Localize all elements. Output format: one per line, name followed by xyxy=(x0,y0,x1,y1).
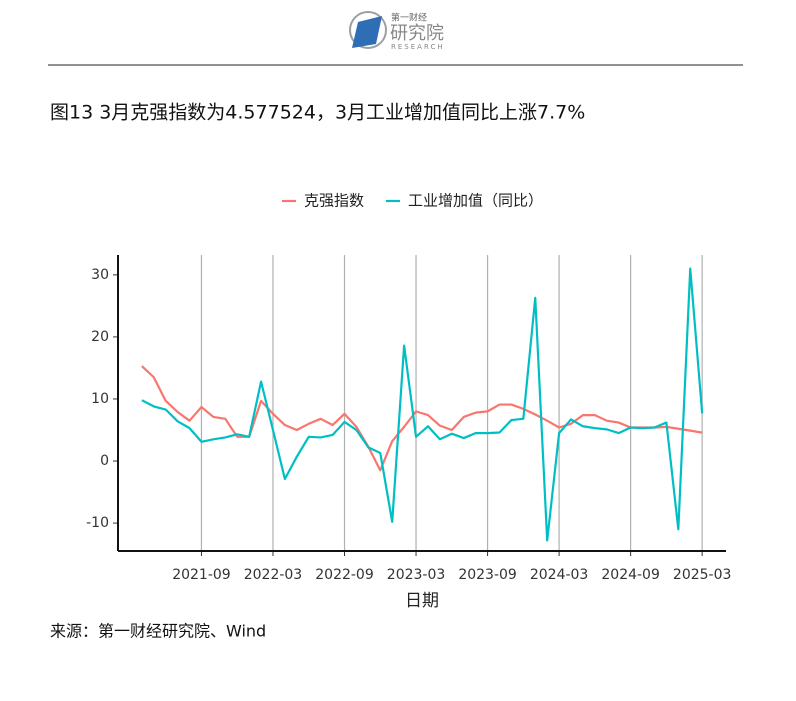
logo-top: 第一财经 xyxy=(391,12,427,24)
x-tick-label: 2023-09 xyxy=(458,567,517,583)
y-tick-label: 20 xyxy=(91,329,109,345)
source: 来源：第一财经研究院、Wind xyxy=(50,622,266,641)
x-tick-label: 2024-03 xyxy=(530,567,589,583)
legend-label: 工业增加值（同比） xyxy=(408,192,543,210)
y-tick-label: 0 xyxy=(100,453,109,469)
logo: 第一财经 研究院 RESEARCH xyxy=(349,11,445,51)
logo-sub: RESEARCH xyxy=(391,43,445,51)
legend-label: 克强指数 xyxy=(304,192,364,210)
chart-title: 图13 3月克强指数为4.577524，3月工业增加值同比上涨7.7% xyxy=(50,102,585,124)
x-tick-label: 2023-03 xyxy=(387,567,446,583)
y-tick-label: -10 xyxy=(86,515,109,531)
x-tick-label: 2025-03 xyxy=(673,567,732,583)
series-line xyxy=(141,365,703,472)
logo-main: 研究院 xyxy=(390,23,444,44)
x-tick-label: 2021-09 xyxy=(172,567,231,583)
series-line xyxy=(141,267,704,542)
logo-ring xyxy=(349,11,387,49)
plot: 2021-09 2022-03 2022-09 2023-03 2023-09 2024-… xyxy=(86,192,731,584)
y-tick-label: 30 xyxy=(91,267,109,283)
y-tick-label: 10 xyxy=(91,391,109,407)
x-axis-label: 日期 xyxy=(405,591,439,611)
logo-mark xyxy=(352,16,382,48)
x-tick-label: 2022-03 xyxy=(244,567,303,583)
x-tick-label: 2022-09 xyxy=(315,567,374,583)
x-tick-label: 2024-09 xyxy=(601,567,660,583)
